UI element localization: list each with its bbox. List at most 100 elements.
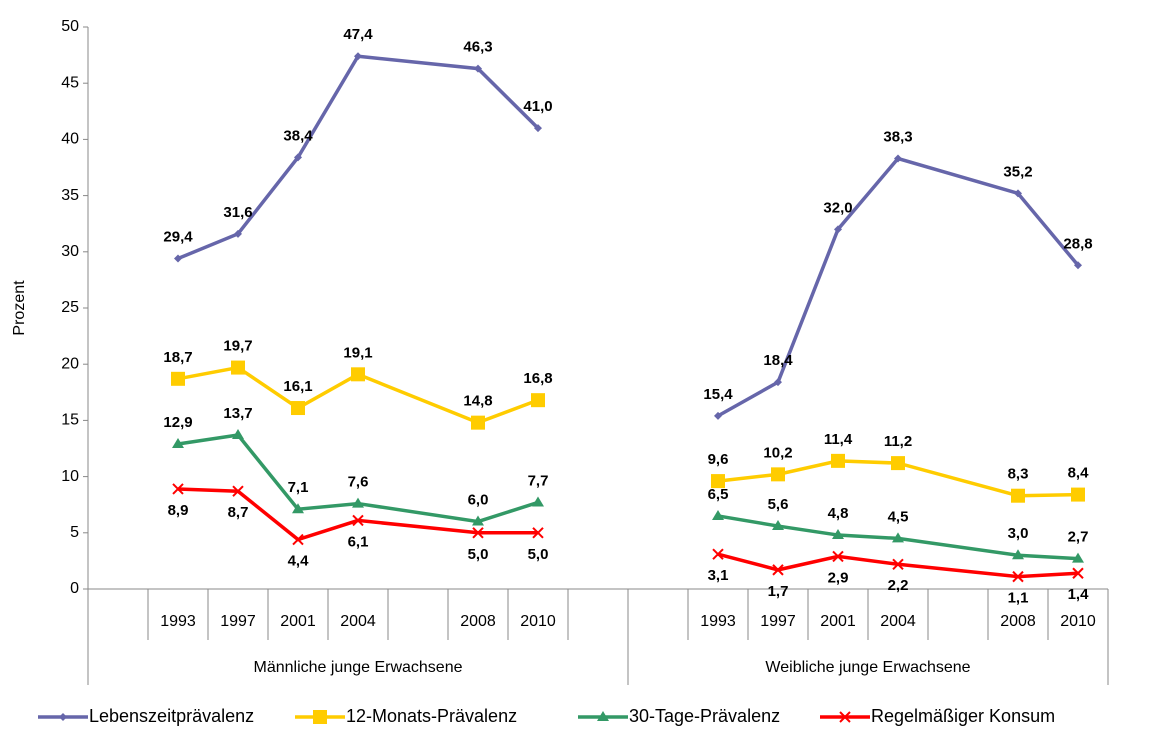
marker xyxy=(831,453,845,468)
y-tick-label: 10 xyxy=(61,468,79,485)
marker xyxy=(313,710,327,724)
value-label: 11,2 xyxy=(884,433,912,450)
marker xyxy=(1071,487,1085,502)
x-tick-label: 2001 xyxy=(280,613,316,630)
group-label: Weibliche junge Erwachsene xyxy=(765,659,970,676)
value-label: 10,2 xyxy=(763,444,792,461)
y-tick-label: 40 xyxy=(61,131,79,148)
x-tick-label: 1997 xyxy=(220,613,256,630)
value-label: 2,9 xyxy=(828,569,849,586)
series-line xyxy=(177,54,540,261)
legend-label: 12-Monats-Prävalenz xyxy=(346,706,517,726)
value-label: 16,1 xyxy=(283,378,312,395)
value-label: 8,4 xyxy=(1068,465,1090,482)
value-label: 32,0 xyxy=(823,199,852,216)
value-label: 18,4 xyxy=(763,352,793,369)
value-label: 2,2 xyxy=(888,577,909,594)
marker xyxy=(774,378,782,387)
value-label: 11,4 xyxy=(824,431,853,448)
value-label: 7,1 xyxy=(288,479,309,496)
series-line xyxy=(177,487,538,542)
value-label: 5,0 xyxy=(468,546,489,563)
marker xyxy=(597,711,609,721)
x-tick-label: 2004 xyxy=(340,613,376,630)
marker xyxy=(532,496,544,507)
value-label: 8,9 xyxy=(168,502,189,519)
x-tick-label: 2008 xyxy=(460,613,496,630)
marker xyxy=(839,711,851,723)
marker xyxy=(894,154,902,163)
marker xyxy=(771,467,785,482)
x-tick-label: 1997 xyxy=(760,613,796,630)
value-label: 7,7 xyxy=(528,472,549,489)
value-label: 6,5 xyxy=(708,486,729,503)
value-label: 13,7 xyxy=(223,405,252,422)
marker xyxy=(531,393,545,408)
marker xyxy=(892,532,904,543)
marker xyxy=(354,52,362,61)
marker xyxy=(1074,261,1082,270)
value-label: 35,2 xyxy=(1003,163,1032,180)
value-label: 16,8 xyxy=(523,370,552,387)
y-tick-label: 0 xyxy=(70,580,79,597)
marker xyxy=(172,483,184,495)
y-tick-label: 30 xyxy=(61,243,79,260)
value-label: 18,7 xyxy=(163,349,192,366)
x-tick-label: 2004 xyxy=(880,613,916,630)
value-label: 46,3 xyxy=(463,39,492,56)
value-label: 3,0 xyxy=(1008,525,1029,542)
value-label: 19,1 xyxy=(343,344,372,361)
value-label: 19,7 xyxy=(223,338,252,355)
marker xyxy=(1011,488,1025,503)
marker xyxy=(1072,567,1084,579)
value-label: 31,6 xyxy=(223,204,252,221)
marker xyxy=(772,564,784,576)
marker xyxy=(711,474,725,489)
marker xyxy=(234,229,242,238)
marker xyxy=(532,527,544,539)
y-axis-label: Prozent xyxy=(11,280,28,336)
marker xyxy=(232,485,244,497)
marker xyxy=(712,548,724,560)
value-label: 29,4 xyxy=(163,229,193,246)
value-label: 8,7 xyxy=(228,504,249,521)
x-tick-label: 1993 xyxy=(160,613,196,630)
value-label: 12,9 xyxy=(163,414,192,431)
x-tick-label: 2008 xyxy=(1000,613,1036,630)
value-label: 5,0 xyxy=(528,546,549,563)
y-tick-label: 50 xyxy=(61,18,79,35)
marker xyxy=(1012,570,1024,583)
value-label: 8,3 xyxy=(1008,466,1029,483)
value-label: 1,1 xyxy=(1008,590,1029,607)
x-tick-label: 2010 xyxy=(1060,613,1096,630)
marker xyxy=(712,509,724,520)
marker xyxy=(1014,189,1022,198)
value-label: 41,0 xyxy=(523,98,552,115)
marker xyxy=(352,497,364,508)
marker xyxy=(172,438,184,449)
marker xyxy=(294,153,302,162)
x-tick-label: 2010 xyxy=(520,613,556,630)
marker xyxy=(472,527,484,539)
marker xyxy=(472,515,484,526)
y-tick-label: 20 xyxy=(61,355,79,372)
value-label: 38,3 xyxy=(883,128,912,145)
value-label: 1,4 xyxy=(1068,586,1090,603)
legend-label: 30-Tage-Prävalenz xyxy=(629,706,780,726)
series-line xyxy=(717,459,1079,498)
value-label: 14,8 xyxy=(463,393,492,410)
value-label: 7,6 xyxy=(348,474,369,491)
y-tick-label: 45 xyxy=(61,74,79,91)
marker xyxy=(292,503,304,514)
x-tick-label: 2001 xyxy=(820,613,856,630)
value-label: 6,0 xyxy=(468,492,489,509)
group-label: Männliche junge Erwachsene xyxy=(253,659,462,676)
marker xyxy=(174,254,182,263)
value-label: 38,4 xyxy=(283,127,313,144)
series-line xyxy=(717,552,1079,579)
marker xyxy=(474,64,482,73)
value-label: 9,6 xyxy=(708,451,729,468)
value-label: 47,4 xyxy=(343,26,373,43)
y-tick-label: 35 xyxy=(61,187,79,204)
